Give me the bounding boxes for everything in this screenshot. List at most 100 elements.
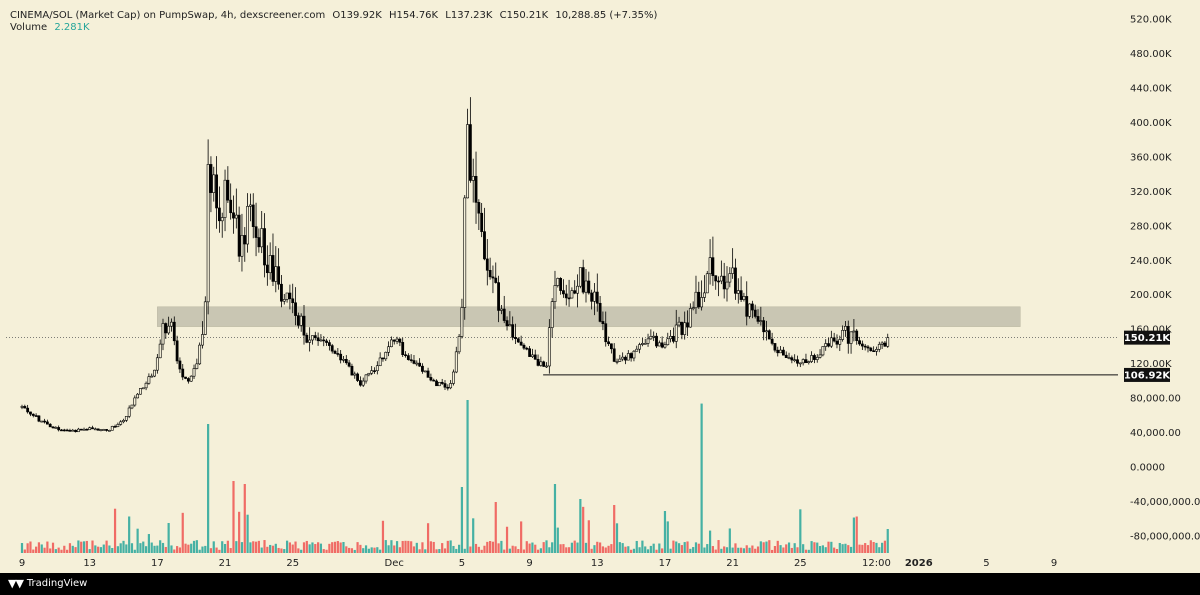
volume-bar [807, 549, 810, 553]
y-tick-label: 320.00K [1130, 187, 1172, 198]
volume-bar [128, 516, 131, 553]
y-tick-label: 40,000.00 [1130, 428, 1181, 439]
candle-body [827, 343, 830, 347]
candle-body [426, 370, 430, 378]
candle-body [756, 316, 760, 322]
volume-bar [345, 546, 348, 553]
candle-body [483, 231, 486, 260]
volume-bar [565, 547, 568, 553]
volume-bar [164, 546, 167, 553]
volume-bar [790, 547, 793, 553]
volume-bar [384, 540, 387, 553]
volume-bar [849, 546, 853, 553]
volume-bar [511, 545, 514, 553]
volume-bar [317, 542, 320, 553]
candle-body [505, 320, 509, 327]
y-tick-label: 80,000.00 [1130, 394, 1181, 405]
volume-bar [373, 547, 376, 553]
candle-body [212, 174, 216, 193]
volume-bar [762, 542, 765, 553]
volume-bar [522, 549, 526, 553]
volume-bar [497, 543, 500, 553]
candle-body [48, 423, 52, 428]
volume-bar [226, 540, 229, 553]
candle-body [82, 428, 86, 431]
x-tick-label: Dec [385, 558, 404, 569]
candle-body [79, 428, 83, 431]
volume-bar [706, 544, 709, 553]
volume-bar [333, 541, 337, 553]
volume-bar [288, 542, 291, 553]
volume-bar [283, 549, 286, 553]
volume-bar [720, 548, 723, 553]
volume-bar [362, 548, 365, 553]
volume-bar [621, 543, 624, 553]
volume-bar [599, 542, 602, 553]
volume-bar [91, 540, 94, 553]
volume-bar [198, 549, 201, 553]
volume-bar [858, 544, 861, 553]
volume-bar [364, 545, 368, 553]
candle-body [181, 368, 185, 378]
volume-bar [494, 502, 497, 553]
volume-bar [249, 542, 252, 553]
candle-body [271, 255, 275, 282]
volume-bar [176, 546, 179, 553]
volume-bar [694, 542, 698, 553]
volume-bar [88, 549, 91, 553]
volume-bar [754, 548, 757, 553]
candle-body [866, 346, 870, 349]
candle-body [390, 339, 393, 348]
resistance-zone-box [157, 306, 1021, 327]
candle-body [412, 360, 416, 364]
volume-bar [799, 509, 802, 553]
ohlc-open: O139.92K [332, 10, 382, 21]
volume-bar [381, 520, 385, 553]
volume-bar [692, 547, 695, 553]
candle-body [167, 325, 171, 334]
candle-body [531, 354, 534, 357]
volume-bars [20, 400, 889, 553]
volume-bar [274, 543, 277, 553]
tradingview-logo[interactable]: ▼▼ TradingView [8, 577, 87, 590]
candle-body [652, 335, 656, 338]
volume-bar [864, 543, 867, 553]
candle-body [824, 343, 828, 347]
volume-bar [238, 511, 241, 553]
candle-body [226, 179, 230, 201]
candle-body [553, 285, 557, 302]
candle-body [29, 411, 32, 415]
volume-bar [235, 541, 238, 553]
candle-body [333, 350, 337, 354]
candle-body [237, 214, 241, 257]
price-label-box [1124, 367, 1170, 382]
candle-body [773, 343, 777, 351]
candle-body [294, 302, 297, 316]
volume-bar [277, 547, 280, 553]
candle-body [184, 376, 187, 379]
volume-bar [339, 542, 342, 553]
volume-bar [40, 544, 43, 553]
volume-bar [779, 545, 782, 553]
volume-bar [505, 526, 509, 553]
candle-body [339, 353, 343, 361]
candle-body [852, 330, 856, 333]
volume-bar [824, 547, 827, 553]
volume-bar [348, 547, 351, 553]
volume-bar [311, 542, 314, 553]
volume-bar [266, 546, 269, 553]
candle-body [108, 429, 111, 432]
volume-bar [331, 542, 334, 553]
candle-body [119, 421, 123, 425]
candle-body [161, 323, 165, 345]
x-tick-label: 13 [591, 558, 604, 569]
volume-bar [54, 549, 57, 553]
volume-bar [644, 546, 647, 553]
volume-bar [455, 548, 458, 553]
candle-body [384, 351, 388, 360]
candle-body [249, 204, 252, 207]
volume-bar [638, 547, 641, 553]
candle-body [691, 307, 695, 310]
volume-bar [615, 523, 619, 553]
